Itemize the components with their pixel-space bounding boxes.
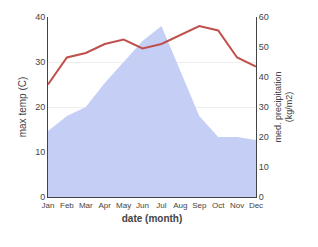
svg-text:40: 40: [259, 72, 269, 82]
svg-text:med. precipitation(kg/m2): med. precipitation(kg/m2): [273, 71, 295, 142]
svg-text:20: 20: [259, 132, 269, 142]
svg-text:Jun: Jun: [136, 201, 149, 210]
svg-text:Oct: Oct: [212, 201, 225, 210]
svg-text:30: 30: [35, 57, 45, 67]
svg-text:Mar: Mar: [79, 201, 93, 210]
svg-text:10: 10: [35, 147, 45, 157]
svg-text:50: 50: [259, 42, 269, 52]
svg-text:10: 10: [259, 162, 269, 172]
svg-text:Jul: Jul: [156, 201, 166, 210]
svg-text:date (month): date (month): [122, 213, 183, 224]
svg-text:Sep: Sep: [192, 201, 207, 210]
svg-text:Jan: Jan: [42, 201, 55, 210]
svg-text:60: 60: [259, 12, 269, 22]
svg-text:Dec: Dec: [249, 201, 263, 210]
svg-text:40: 40: [35, 12, 45, 22]
svg-text:0: 0: [259, 192, 264, 202]
svg-text:Apr: Apr: [99, 201, 112, 210]
svg-text:30: 30: [259, 102, 269, 112]
svg-text:May: May: [116, 201, 131, 210]
svg-text:0: 0: [40, 192, 45, 202]
svg-text:Aug: Aug: [173, 201, 187, 210]
svg-text:20: 20: [35, 102, 45, 112]
svg-text:max temp (C): max temp (C): [17, 77, 28, 138]
svg-text:Feb: Feb: [60, 201, 74, 210]
svg-text:Nov: Nov: [230, 201, 244, 210]
